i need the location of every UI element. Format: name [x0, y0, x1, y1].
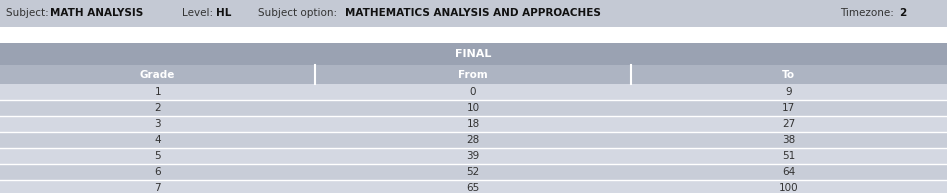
- Text: 51: 51: [782, 151, 795, 161]
- Text: Subject:: Subject:: [6, 8, 52, 19]
- Text: 52: 52: [467, 167, 479, 177]
- Text: Grade: Grade: [140, 69, 175, 80]
- Bar: [0, 148, 947, 164]
- Text: 4: 4: [154, 135, 161, 145]
- Bar: [0, 84, 947, 100]
- Bar: [0, 116, 947, 132]
- Text: 27: 27: [782, 119, 795, 129]
- Text: 9: 9: [786, 87, 792, 97]
- Bar: [0, 43, 947, 65]
- Text: MATH ANALYSIS: MATH ANALYSIS: [50, 8, 143, 19]
- Text: 28: 28: [467, 135, 479, 145]
- Text: 2: 2: [899, 8, 906, 19]
- Bar: [0, 180, 947, 193]
- Bar: [0, 132, 947, 148]
- Text: FINAL: FINAL: [456, 49, 491, 59]
- Text: 3: 3: [154, 119, 161, 129]
- Bar: [0, 65, 947, 84]
- Bar: [0, 0, 947, 27]
- Text: 10: 10: [467, 103, 479, 113]
- Bar: [0, 164, 947, 180]
- Text: 64: 64: [782, 167, 795, 177]
- Text: 7: 7: [154, 183, 161, 193]
- Text: 38: 38: [782, 135, 795, 145]
- Text: 1: 1: [154, 87, 161, 97]
- Text: 65: 65: [467, 183, 479, 193]
- Text: Timezone:: Timezone:: [840, 8, 897, 19]
- Text: 39: 39: [467, 151, 479, 161]
- Text: 2: 2: [154, 103, 161, 113]
- Text: 5: 5: [154, 151, 161, 161]
- Text: 6: 6: [154, 167, 161, 177]
- Text: To: To: [782, 69, 795, 80]
- Bar: [0, 100, 947, 116]
- Text: From: From: [458, 69, 488, 80]
- Text: Level:: Level:: [182, 8, 216, 19]
- Text: Subject option:: Subject option:: [258, 8, 340, 19]
- Text: 100: 100: [779, 183, 798, 193]
- Text: HL: HL: [216, 8, 231, 19]
- Text: 17: 17: [782, 103, 795, 113]
- Text: 18: 18: [467, 119, 479, 129]
- Text: 0: 0: [470, 87, 476, 97]
- Text: MATHEMATICS ANALYSIS AND APPROACHES: MATHEMATICS ANALYSIS AND APPROACHES: [345, 8, 601, 19]
